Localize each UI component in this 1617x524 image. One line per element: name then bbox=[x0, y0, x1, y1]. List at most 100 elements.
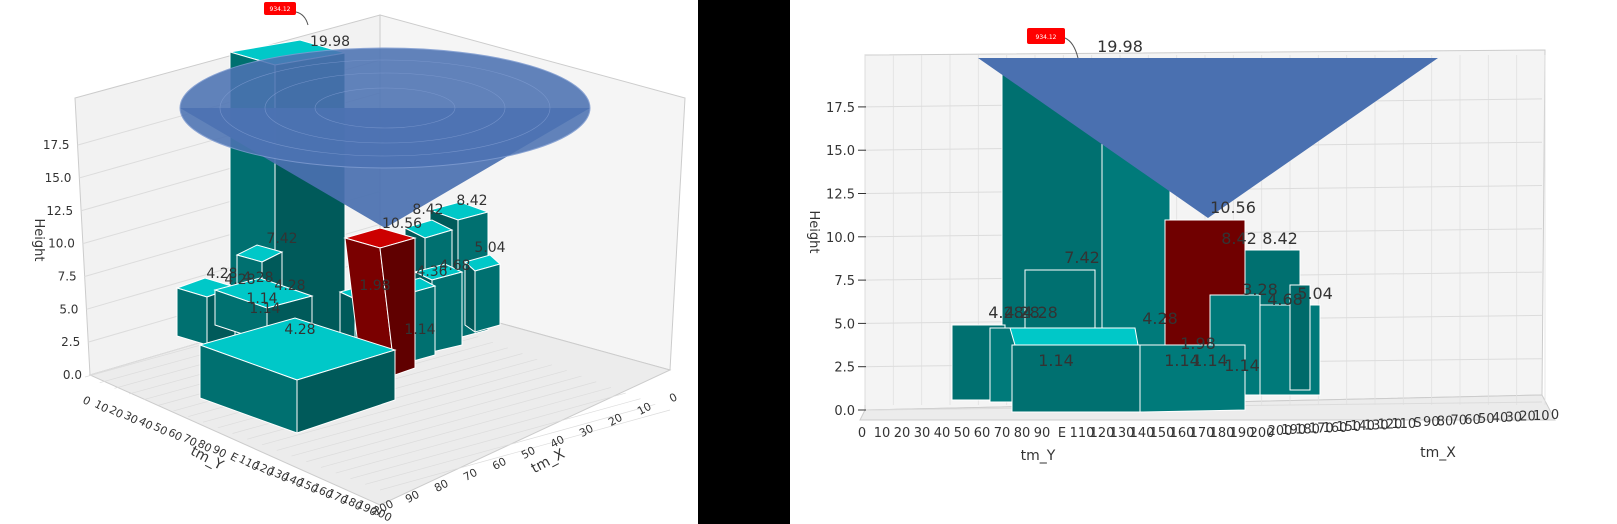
right-y-tick: S bbox=[1413, 416, 1421, 431]
right-cone bbox=[978, 58, 1438, 218]
left-y-tick: 90 bbox=[403, 488, 421, 506]
left-cone bbox=[179, 47, 591, 228]
left-value-label: 1.14 bbox=[246, 291, 277, 307]
left-x-gridline bbox=[365, 404, 656, 485]
left-x-gridline bbox=[291, 375, 582, 457]
right-axis-label-x: tm_X bbox=[1420, 445, 1456, 461]
left-x-gridline bbox=[350, 398, 641, 480]
right-value-label: 7.42 bbox=[1064, 248, 1100, 267]
left-value-label: 4.28 bbox=[274, 278, 305, 294]
right-x-tick: 170 bbox=[1190, 426, 1215, 441]
right-x-tick: 150 bbox=[1150, 426, 1175, 441]
right-3d-bar-chart: 934.12 0.02.55.07.510.012.515.017.50 10 20… bbox=[806, 28, 1559, 464]
left-value-label: 1.14 bbox=[249, 301, 280, 317]
right-y-tick: 170 bbox=[1309, 422, 1334, 437]
right-axis-label-y: tm_Y bbox=[1021, 448, 1056, 464]
left-x-tick: 10 bbox=[92, 398, 110, 416]
right-z-tick: 0.0 bbox=[834, 404, 855, 419]
right-value-label: 19.98 bbox=[1097, 37, 1143, 56]
left-value-label: 7.42 bbox=[266, 231, 297, 247]
left-y-tick: 50 bbox=[519, 444, 537, 462]
left-x-tick: 60 bbox=[166, 426, 184, 444]
left-y-tick: 10 bbox=[635, 400, 653, 418]
right-value-label: 4.28 bbox=[988, 303, 1024, 322]
right-x-tick: 200 bbox=[1250, 426, 1275, 441]
left-value-label: 4.28 bbox=[242, 270, 273, 286]
left-axis-label-z: Height bbox=[31, 219, 46, 262]
right-x-tick: 50 bbox=[954, 426, 971, 441]
left-labels: 0.02.55.07.510.012.515.017.50 10203040506… bbox=[43, 34, 680, 524]
right-chart-panel: 934.12 0.0 2.5 5.0 7.5 10.0 12.5 15.0 17.5 0 10 20… bbox=[790, 0, 1617, 524]
panel-divider bbox=[698, 0, 790, 524]
left-3d-bar-chart: 934.12 0.02.55.07.510.012.515.017.50 1020… bbox=[31, 2, 686, 524]
right-z-tick: 17.5 bbox=[826, 101, 855, 116]
right-y-tick: 50 bbox=[1478, 412, 1495, 427]
left-x-gridline bbox=[379, 409, 671, 491]
right-z-tick: 15.0 bbox=[826, 144, 855, 159]
left-value-label: 4.28 bbox=[224, 272, 255, 288]
left-marker: 934.12 bbox=[264, 2, 309, 26]
left-x-tick: 40 bbox=[136, 414, 154, 432]
right-value-label: 1.98 bbox=[1180, 334, 1216, 353]
right-y-tick: 110 bbox=[1391, 417, 1416, 432]
left-value-label: 1.14 bbox=[404, 322, 435, 338]
left-y-tick: 20 bbox=[606, 411, 624, 429]
left-chart-panel: 934.12 0.0 2.5 5.0 7.5 10.0 12.5 15.0 17.5 0 10 20… bbox=[0, 0, 698, 524]
left-x-tick: 30 bbox=[122, 409, 140, 427]
left-value-label: 8.42 bbox=[456, 193, 487, 209]
left-z-tick: 2.5 bbox=[61, 335, 80, 349]
left-y-tick: 30 bbox=[577, 422, 595, 440]
right-x-tick: 70 bbox=[994, 426, 1011, 441]
right-x-tick: 110 bbox=[1070, 426, 1095, 441]
left-bar-front-big bbox=[198, 317, 397, 434]
right-value-label: 8.42 bbox=[1221, 229, 1257, 248]
right-y-tick: 80 bbox=[1437, 414, 1454, 429]
right-value-label: 4.28 bbox=[1142, 309, 1178, 328]
right-y-tick: 200 bbox=[1268, 424, 1293, 439]
right-x-tick: 90 bbox=[1034, 426, 1051, 441]
right-value-label: 4.28 bbox=[1004, 303, 1040, 322]
left-value-label: 4.28 bbox=[206, 266, 237, 282]
right-value-label: 1.14 bbox=[1038, 351, 1074, 370]
right-x-tick: 190 bbox=[1230, 426, 1255, 441]
right-z-tick: 5.0 bbox=[834, 317, 855, 332]
left-z-tick: 7.5 bbox=[58, 269, 77, 283]
right-y-tick: 20 bbox=[1519, 410, 1536, 425]
left-x-gridline bbox=[276, 370, 567, 451]
left-x-tick: 20 bbox=[107, 403, 125, 421]
right-x-tick: 0 bbox=[858, 426, 866, 441]
left-y-tick: 0 bbox=[667, 391, 679, 406]
right-y-tick: 30 bbox=[1505, 410, 1522, 425]
left-value-label: 19.98 bbox=[310, 34, 350, 50]
left-y-tick: 40 bbox=[548, 433, 566, 451]
left-value-label: 4.28 bbox=[284, 322, 315, 338]
left-z-tick: 17.5 bbox=[43, 138, 70, 152]
right-z-tick: 10.0 bbox=[826, 231, 855, 246]
left-z-tick: 12.5 bbox=[46, 204, 73, 218]
left-value-label: 5.04 bbox=[474, 240, 505, 256]
left-z-tick: 5.0 bbox=[59, 302, 78, 316]
left-x-gridline bbox=[320, 387, 612, 468]
right-x-tick: 20 bbox=[894, 426, 911, 441]
right-y-tick: 140 bbox=[1350, 419, 1375, 434]
right-z-tick: 12.5 bbox=[826, 188, 855, 203]
left-marker-label: 934.12 bbox=[270, 6, 291, 13]
right-y-tick: 130 bbox=[1364, 418, 1389, 433]
right-x-tick: 140 bbox=[1130, 426, 1155, 441]
right-x-tick: E bbox=[1058, 426, 1066, 441]
right-value-label: 1.14 bbox=[1224, 356, 1260, 375]
right-y-tick: 0 bbox=[1551, 408, 1559, 423]
right-value-label: 10.56 bbox=[1210, 198, 1256, 217]
right-value-label: 5.04 bbox=[1297, 284, 1333, 303]
right-x-tick: 120 bbox=[1090, 426, 1115, 441]
left-x-tick: 70 bbox=[181, 431, 199, 449]
right-y-tick: 150 bbox=[1336, 420, 1361, 435]
right-x-tick: 60 bbox=[974, 426, 991, 441]
right-y-tick: 40 bbox=[1492, 411, 1509, 426]
left-x-gridline bbox=[335, 392, 626, 474]
right-y-tick: 120 bbox=[1378, 418, 1403, 433]
left-x-tick: 90 bbox=[210, 443, 228, 461]
left-x-gridline bbox=[261, 364, 553, 446]
left-z-tick: 0.0 bbox=[63, 368, 82, 382]
right-y-tick: 10 bbox=[1533, 409, 1550, 424]
